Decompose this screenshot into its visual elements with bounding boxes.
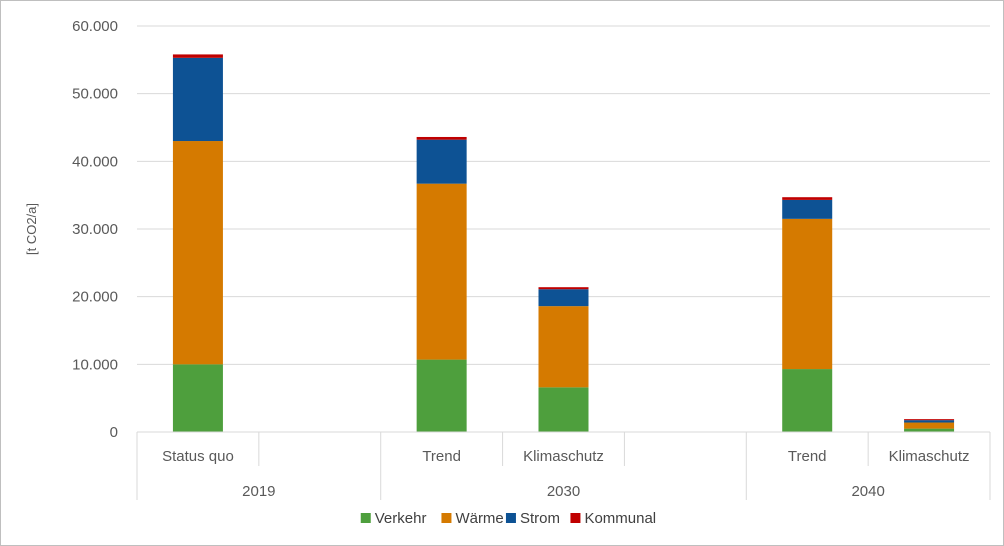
x-category-label: Status quo xyxy=(162,448,234,465)
y-tick-label: 0 xyxy=(110,424,118,441)
y-tick-label: 30.000 xyxy=(72,221,118,238)
y-tick-label: 10.000 xyxy=(72,356,118,373)
bar-kommunal xyxy=(782,197,833,200)
bar-kommunal xyxy=(904,419,955,421)
y-tick-label: 20.000 xyxy=(72,289,118,306)
bar-strom xyxy=(416,139,467,184)
bar-strom xyxy=(904,420,955,423)
legend-label: Kommunal xyxy=(584,510,656,527)
bar-verkehr xyxy=(172,364,223,432)
x-category-label: Klimaschutz xyxy=(523,448,604,465)
bar-w-rme xyxy=(782,218,833,370)
bar-kommunal xyxy=(538,287,589,290)
x-category-label: Klimaschutz xyxy=(889,448,970,465)
legend-label: Wärme xyxy=(455,510,503,527)
bar-w-rme xyxy=(172,141,223,365)
bar-strom xyxy=(782,199,833,219)
bar-kommunal xyxy=(416,136,467,140)
legend-swatch-verkehr xyxy=(360,513,371,523)
y-tick-label: 60.000 xyxy=(72,18,118,35)
legend-swatch-w-rme xyxy=(441,513,452,523)
x-category-label: Trend xyxy=(422,448,461,465)
legend-swatch-strom xyxy=(505,513,516,523)
bar-verkehr xyxy=(538,387,589,432)
legend-swatch-kommunal xyxy=(570,513,581,523)
y-tick-label: 40.000 xyxy=(72,153,118,170)
x-category-label: Trend xyxy=(788,448,827,465)
bar-strom xyxy=(172,57,223,142)
bar-verkehr xyxy=(782,369,833,432)
y-tick-label: 50.000 xyxy=(72,86,118,103)
bar-verkehr xyxy=(416,359,467,432)
bar-verkehr xyxy=(904,428,955,432)
bar-w-rme xyxy=(416,183,467,360)
x-group-label: 2019 xyxy=(242,483,275,500)
legend-label: Strom xyxy=(520,510,560,527)
bar-w-rme xyxy=(538,306,589,388)
bar-w-rme xyxy=(904,422,955,429)
legend-label: Verkehr xyxy=(375,510,427,527)
x-group-label: 2030 xyxy=(547,483,580,500)
x-group-label: 2040 xyxy=(851,483,884,500)
bar-strom xyxy=(538,289,589,307)
bar-kommunal xyxy=(172,54,223,58)
y-axis-title: [t CO2/a] xyxy=(24,203,39,255)
